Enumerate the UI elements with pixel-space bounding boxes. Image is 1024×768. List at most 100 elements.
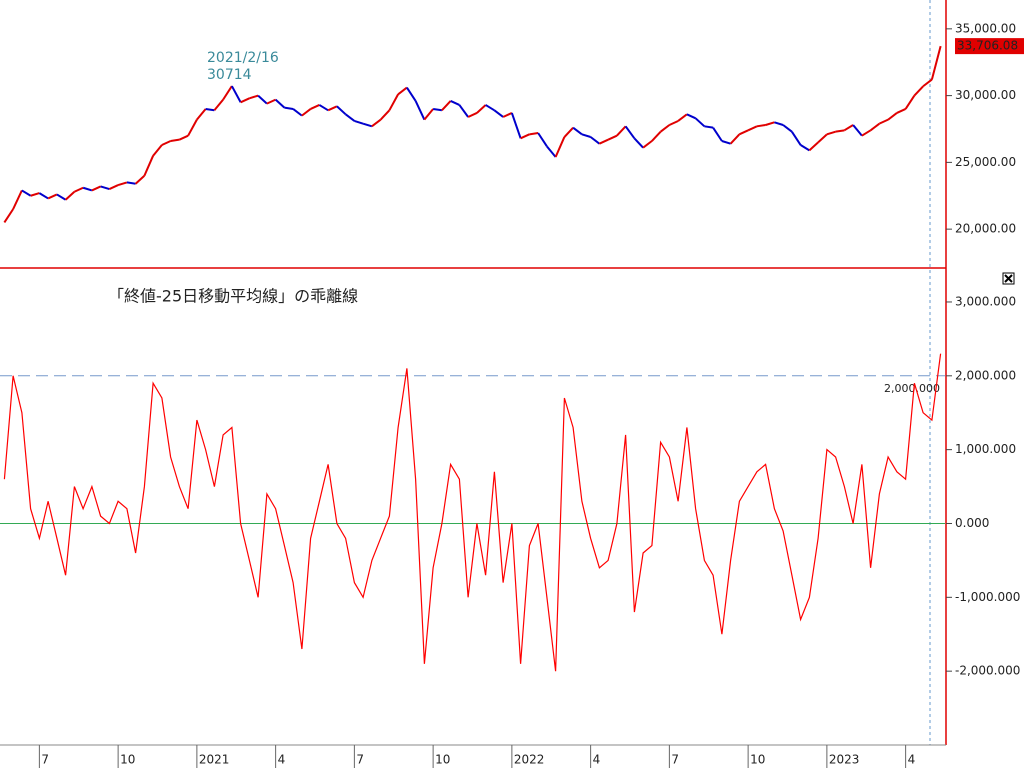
price-segment bbox=[590, 136, 600, 145]
price-segment bbox=[108, 184, 119, 190]
price-segment bbox=[3, 208, 14, 224]
price-segment bbox=[100, 185, 110, 191]
x-tick-label: 4 bbox=[908, 753, 916, 767]
price-segment bbox=[852, 124, 863, 137]
x-tick-label: 4 bbox=[593, 753, 601, 767]
price-segment bbox=[249, 94, 259, 100]
price-segment bbox=[756, 123, 766, 128]
price-segment bbox=[284, 106, 294, 110]
panel-title: 「終値-25日移動平均線」の乖離線 bbox=[108, 287, 358, 306]
price-segment bbox=[616, 125, 627, 137]
price-segment bbox=[598, 138, 609, 145]
x-tick-label: 10 bbox=[750, 753, 765, 767]
x-tick-label: 7 bbox=[356, 753, 364, 767]
y-tick-label: 1,000.000 bbox=[955, 442, 1016, 456]
price-segment bbox=[161, 140, 172, 146]
x-tick-label: 2022 bbox=[514, 753, 545, 767]
price-segment bbox=[345, 113, 355, 122]
price-segment bbox=[476, 104, 487, 114]
price-segment bbox=[861, 129, 872, 137]
annotation-date: 2021/2/16 bbox=[207, 50, 279, 66]
price-segment bbox=[887, 112, 898, 121]
x-tick-label: 10 bbox=[120, 753, 135, 767]
price-segment bbox=[64, 191, 76, 201]
price-tag-label: 33,706.08 bbox=[957, 39, 1018, 53]
price-segment bbox=[502, 112, 513, 118]
price-segment bbox=[257, 94, 268, 105]
price-segment bbox=[73, 186, 84, 193]
x-tick-label: 2021 bbox=[199, 753, 230, 767]
price-segment bbox=[205, 107, 215, 112]
price-segment bbox=[170, 138, 180, 142]
price-segment bbox=[30, 192, 40, 197]
price-segment bbox=[82, 186, 93, 192]
price-segment bbox=[870, 122, 880, 132]
price-segment bbox=[56, 193, 67, 201]
price-segment bbox=[537, 132, 548, 147]
price-segment bbox=[808, 141, 819, 152]
price-segment bbox=[520, 133, 530, 140]
price-segment bbox=[721, 140, 731, 145]
price-segment bbox=[510, 112, 522, 139]
price-segment bbox=[485, 104, 495, 112]
price-segment bbox=[362, 122, 373, 128]
y-tick-label: 35,000.00 bbox=[955, 21, 1016, 35]
price-segment bbox=[660, 124, 670, 133]
price-segment bbox=[817, 133, 828, 144]
close-button[interactable] bbox=[1002, 272, 1015, 285]
price-segment bbox=[240, 97, 250, 104]
price-tag bbox=[955, 38, 1024, 55]
price-segment bbox=[554, 136, 566, 158]
x-tick-label: 10 bbox=[435, 753, 450, 767]
price-segment bbox=[791, 131, 802, 146]
price-segment bbox=[607, 134, 618, 141]
close-icon[interactable] bbox=[1004, 274, 1013, 283]
price-segment bbox=[782, 124, 793, 133]
price-segment bbox=[642, 140, 653, 149]
price-segment bbox=[651, 130, 662, 142]
price-segment bbox=[91, 185, 102, 192]
price-segment bbox=[668, 120, 679, 126]
price-segment bbox=[467, 112, 478, 118]
price-segment bbox=[222, 85, 233, 101]
price-segment bbox=[12, 189, 23, 210]
price-segment bbox=[47, 193, 58, 200]
price-segment bbox=[546, 145, 557, 158]
price-segment bbox=[738, 129, 749, 136]
price-segment bbox=[896, 108, 907, 114]
x-tick-label: 4 bbox=[278, 753, 286, 767]
price-segment bbox=[371, 118, 382, 128]
price-segment bbox=[835, 129, 845, 133]
price-segment bbox=[747, 125, 758, 132]
price-segment bbox=[292, 108, 303, 117]
price-segment bbox=[704, 125, 714, 129]
price-segment bbox=[196, 108, 207, 121]
price-segment bbox=[633, 137, 644, 149]
price-segment bbox=[441, 100, 452, 111]
price-segment bbox=[230, 85, 242, 103]
price-segment bbox=[450, 100, 460, 106]
price-segment bbox=[563, 126, 574, 138]
price-segment bbox=[878, 118, 889, 125]
price-segment bbox=[800, 144, 810, 152]
price-segment bbox=[21, 189, 32, 197]
price-segment bbox=[310, 104, 320, 110]
price-segment bbox=[694, 117, 706, 128]
y-tick-label: 25,000.00 bbox=[955, 155, 1016, 169]
reference-label: 2,000.000 bbox=[884, 382, 940, 395]
price-segment bbox=[922, 78, 933, 88]
x-tick-label: 7 bbox=[41, 753, 49, 767]
price-segment bbox=[266, 98, 277, 105]
price-segment bbox=[686, 113, 697, 120]
price-segment bbox=[126, 181, 136, 185]
price-segment bbox=[397, 86, 408, 96]
price-segment bbox=[572, 126, 583, 136]
price-segment bbox=[624, 125, 636, 139]
price-segment bbox=[187, 119, 198, 137]
price-segment bbox=[423, 108, 434, 121]
y-tick-label: -1,000.000 bbox=[955, 590, 1020, 604]
price-segment bbox=[765, 121, 775, 126]
x-tick-label: 7 bbox=[671, 753, 679, 767]
